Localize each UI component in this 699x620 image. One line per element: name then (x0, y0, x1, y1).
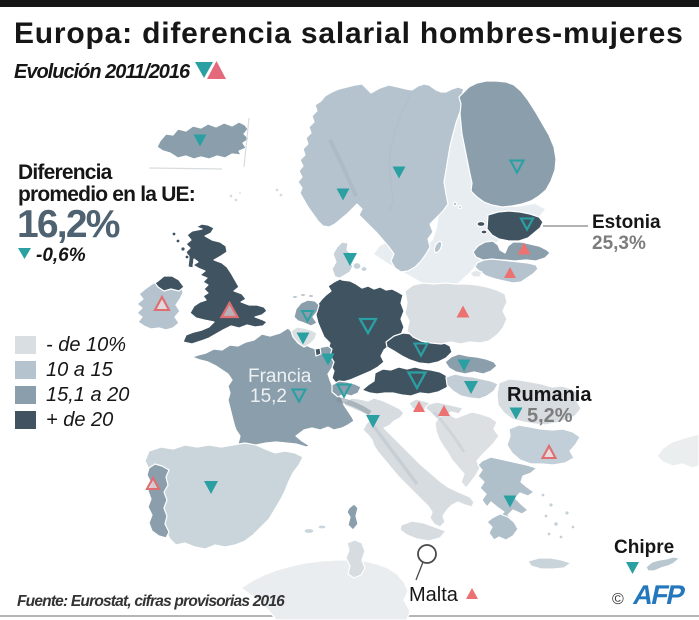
svg-text:25,3%: 25,3% (592, 233, 646, 254)
svg-text:16,2%: 16,2% (17, 203, 120, 246)
svg-text:Malta: Malta (409, 584, 459, 606)
svg-text:Chipre: Chipre (614, 537, 674, 558)
svg-text:Diferencia: Diferencia (18, 161, 113, 184)
svg-text:Francia: Francia (248, 366, 312, 387)
svg-text:10 a 15: 10 a 15 (46, 359, 114, 381)
svg-text:AFP: AFP (631, 579, 688, 610)
svg-text:Fuente: Eurostat, cifras provi: Fuente: Eurostat, cifras provisorias 201… (17, 593, 285, 610)
svg-text:5,2%: 5,2% (527, 405, 573, 427)
svg-text:Estonia: Estonia (592, 212, 661, 233)
svg-text:15,2: 15,2 (250, 386, 287, 407)
svg-text:©: © (612, 591, 624, 608)
svg-text:15,1 a 20: 15,1 a 20 (46, 384, 129, 406)
svg-text:Europa: diferencia salarial ho: Europa: diferencia salarial hombres-muje… (14, 17, 684, 50)
svg-text:Rumania: Rumania (507, 384, 592, 406)
svg-text:promedio en la UE:: promedio en la UE: (18, 183, 195, 206)
svg-text:+ de 20: + de 20 (46, 409, 113, 431)
svg-text:Evolución 2011/2016: Evolución 2011/2016 (14, 61, 191, 83)
svg-text:- de 10%: - de 10% (46, 334, 126, 356)
svg-text:-0,6%: -0,6% (36, 245, 86, 266)
